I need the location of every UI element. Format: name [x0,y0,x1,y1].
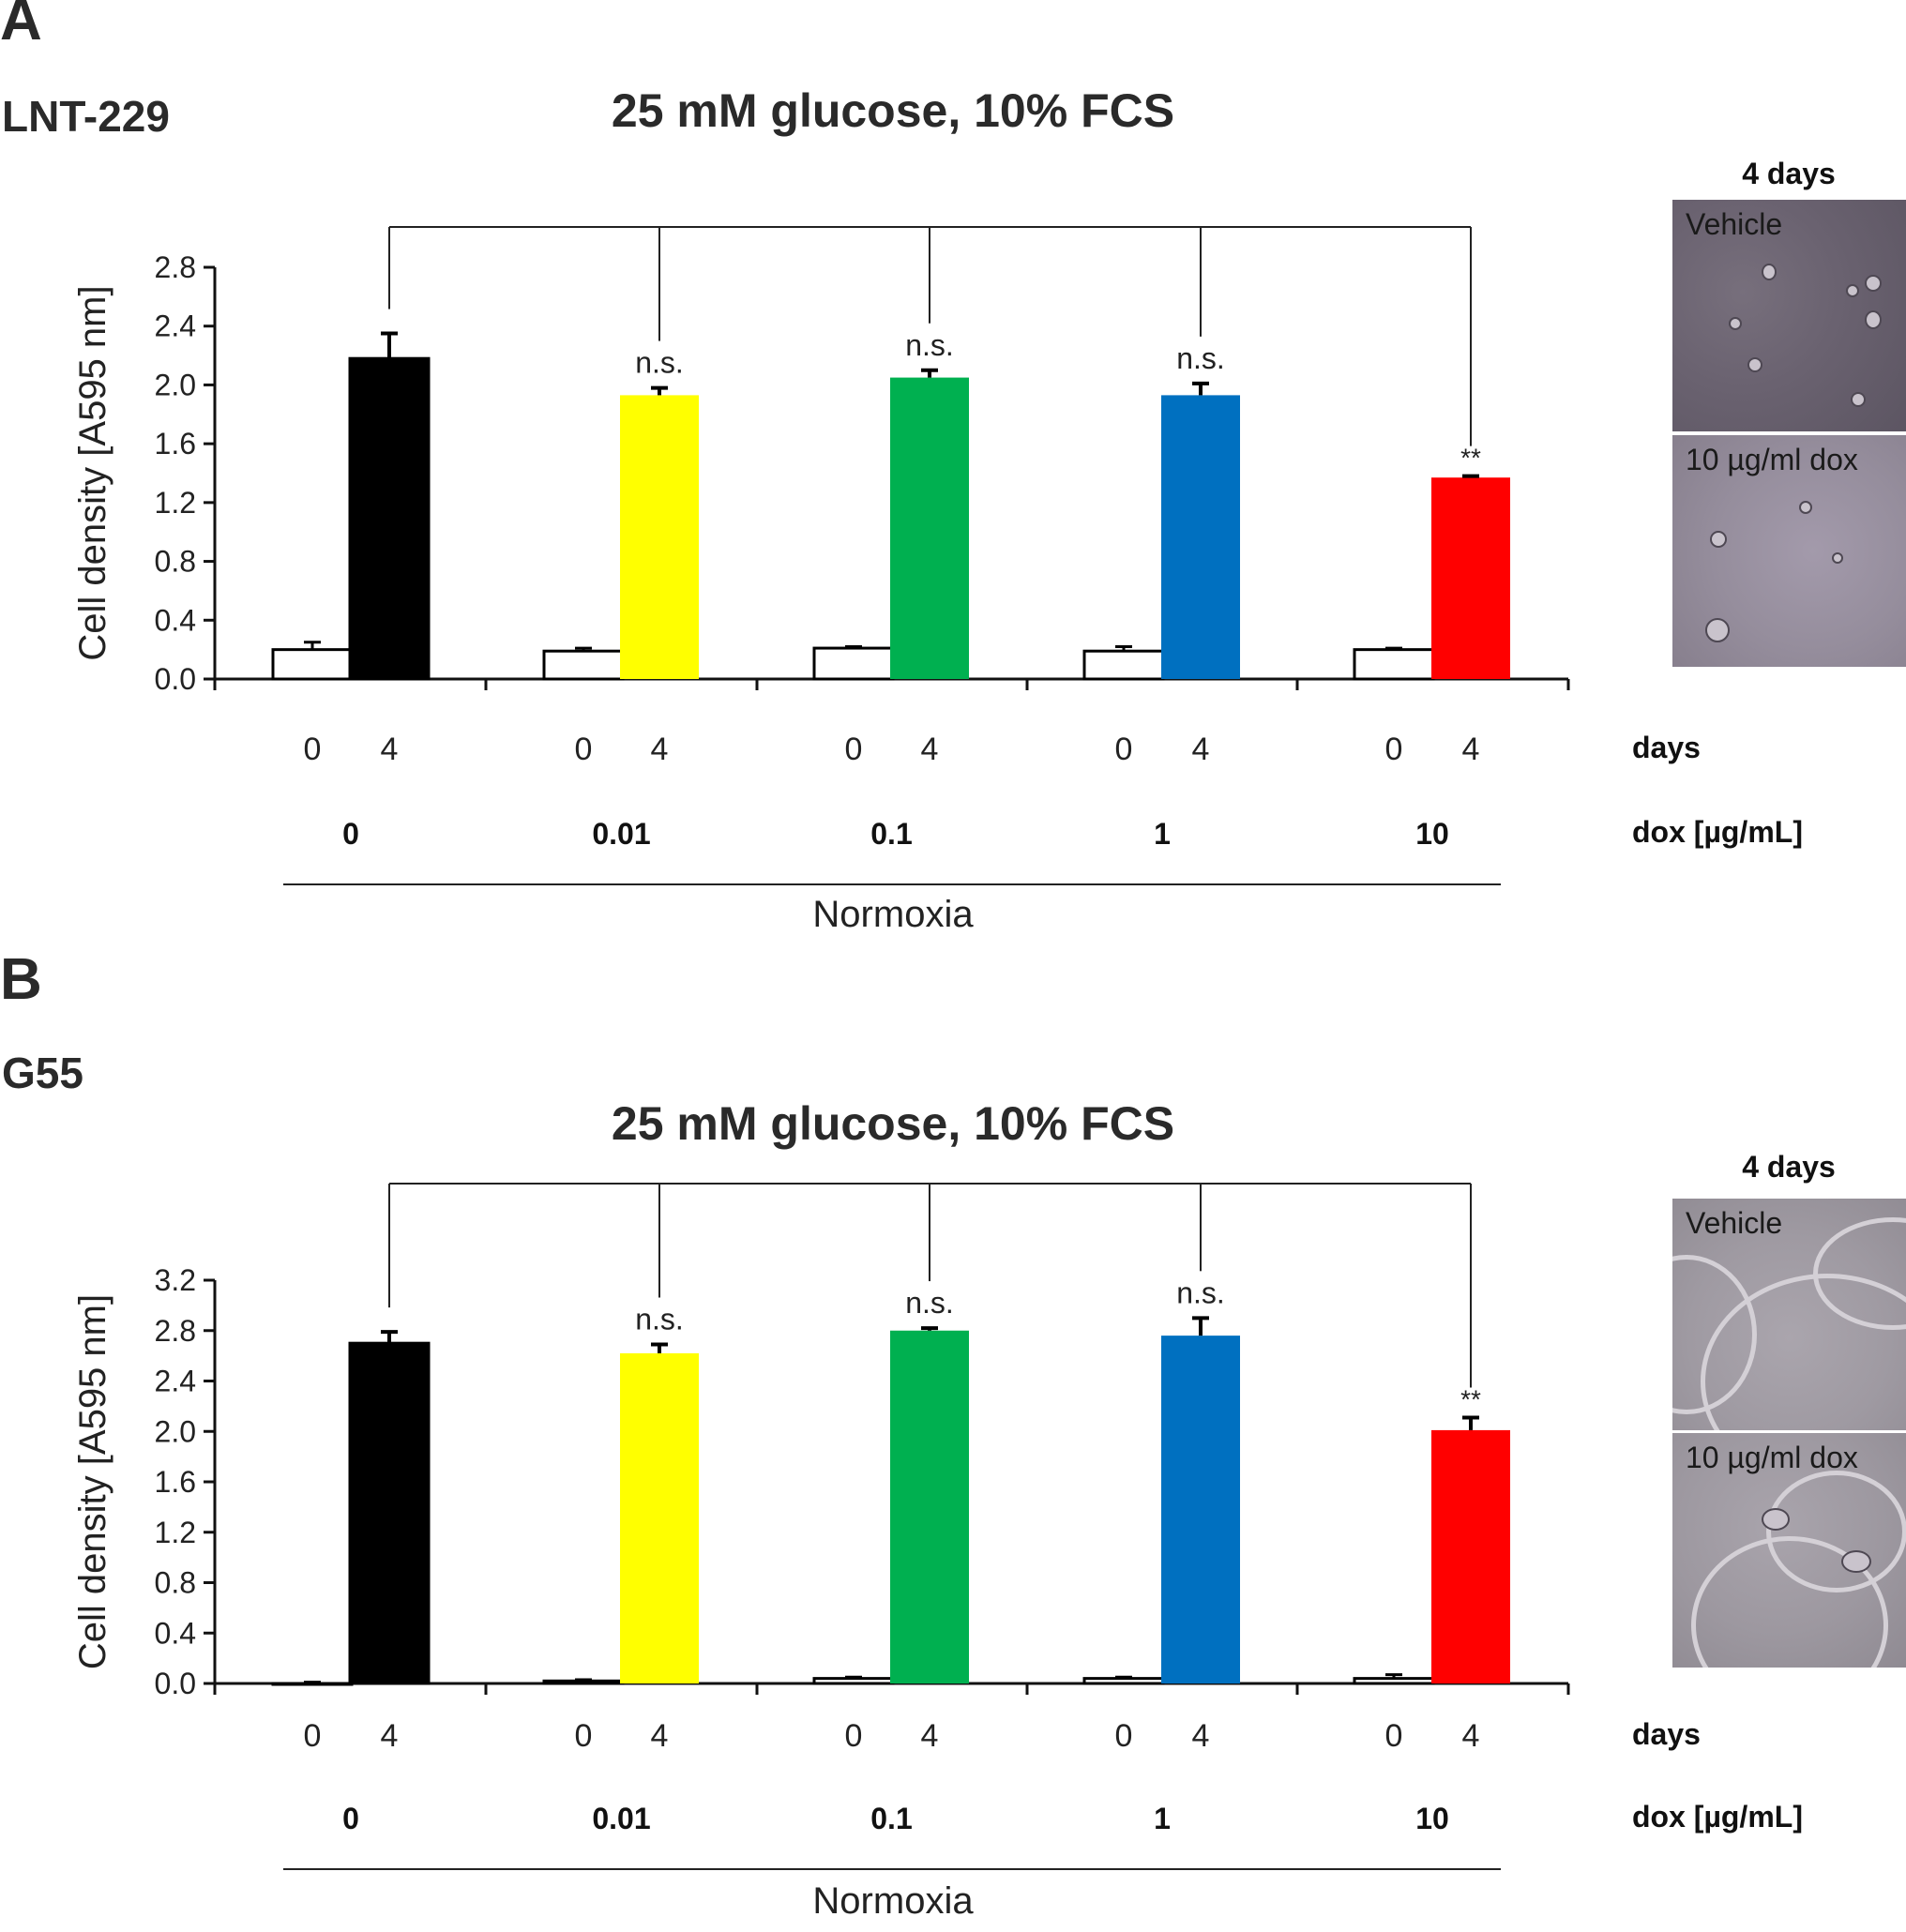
bar-day4 [348,356,431,681]
bar-day4 [1161,1336,1240,1683]
group-label: Normoxia [812,1880,974,1922]
y-tick-label: 0.0 [155,662,196,696]
day-label: 0 [845,1718,863,1754]
day-label: 0 [304,1718,322,1754]
day-label: 4 [1462,1718,1480,1754]
y-tick-label: 2.8 [155,250,196,284]
bar-day4 [890,377,969,679]
bar-day4 [1161,395,1240,679]
row-label-days: days [1632,1717,1701,1751]
dose-label: 0 [342,817,359,851]
y-axis-label: Cell density [A595 nm] [72,1294,113,1669]
y-tick-label: 3.2 [155,1263,196,1297]
day-label: 0 [1115,1718,1133,1754]
panel-letter: A [0,0,42,53]
day-label: 4 [1192,1718,1210,1754]
day-label: 4 [651,732,669,767]
significance-label: ** [1460,444,1481,473]
y-tick-label: 1.6 [155,1465,196,1499]
bar-day4 [1431,1429,1510,1683]
micrograph-label: 10 µg/ml dox [1686,443,1858,476]
dose-label: 0.01 [592,1802,650,1835]
day-label: 0 [1385,1718,1403,1754]
day-label: 0 [304,732,322,767]
y-tick-label: 1.2 [155,1516,196,1549]
y-tick-label: 0.8 [155,545,196,579]
bar-day4 [348,1341,431,1685]
bar-day0 [1353,648,1435,681]
micrograph-lnt229-dox: 10 µg/ml dox [1672,435,1906,667]
micrograph-g55-vehicle: Vehicle [1672,1199,1906,1430]
significance-label: n.s. [635,346,684,380]
y-tick-label: 2.0 [155,1414,196,1448]
day-label: 4 [381,1718,399,1754]
group-label: Normoxia [812,894,974,935]
cell-line-label: LNT-229 [2,92,170,141]
bar-day0 [812,1677,895,1685]
bar-day4 [620,1352,699,1683]
bar-day0 [542,649,625,681]
dose-label: 1 [1154,1802,1171,1835]
significance-label: n.s. [1176,1275,1225,1309]
y-tick-label: 1.2 [155,486,196,520]
significance-label: n.s. [635,1303,684,1336]
significance-label: ** [1460,1384,1481,1413]
micrograph-title: 4 days [1742,1150,1836,1184]
dose-label: 1 [1154,817,1171,851]
y-axis-label: Cell density [A595 nm] [72,285,113,660]
significance-label: n.s. [905,328,954,362]
bar-day0 [1353,1677,1435,1685]
day-label: 0 [845,732,863,767]
significance-label: n.s. [905,1286,954,1320]
day-label: 0 [575,1718,593,1754]
bar-day4 [1431,477,1510,679]
y-tick-label: 1.6 [155,427,196,460]
bar-day0 [1082,649,1165,681]
row-label-dose: dox [µg/mL] [1632,815,1803,849]
bar-day0 [271,648,354,681]
day-label: 4 [921,1718,939,1754]
day-label: 4 [1462,732,1480,767]
y-tick-label: 0.4 [155,603,196,637]
condition-title: 25 mM glucose, 10% FCS [612,1097,1174,1150]
dose-label: 10 [1415,1802,1449,1835]
y-tick-label: 0.4 [155,1616,196,1650]
y-tick-label: 2.4 [155,309,196,343]
day-label: 0 [1115,732,1133,767]
y-tick-label: 0.0 [155,1667,196,1700]
y-tick-label: 0.8 [155,1566,196,1600]
micrograph-lnt229-vehicle: Vehicle [1672,200,1906,431]
y-tick-label: 2.8 [155,1314,196,1348]
day-label: 4 [651,1718,669,1754]
dose-label: 0.01 [592,817,650,851]
micrograph-title: 4 days [1742,157,1836,190]
dose-label: 10 [1415,817,1449,851]
micrograph-label: 10 µg/ml dox [1686,1441,1858,1474]
y-tick-label: 2.0 [155,368,196,401]
bar-day0 [542,1679,625,1685]
micrograph-g55-dox: 10 µg/ml dox [1672,1433,1906,1668]
row-label-days: days [1632,731,1701,764]
panel-letter: B [0,947,42,1012]
bar-day4 [620,395,699,679]
significance-label: n.s. [1176,341,1225,375]
bar-day0 [1082,1677,1165,1685]
day-label: 4 [921,732,939,767]
y-tick-label: 2.4 [155,1365,196,1398]
dose-label: 0.1 [870,1802,912,1835]
dose-label: 0 [342,1802,359,1835]
dose-label: 0.1 [870,817,912,851]
row-label-dose: dox [µg/mL] [1632,1800,1803,1834]
day-label: 0 [1385,732,1403,767]
micrograph-label: Vehicle [1686,207,1783,241]
cell-line-label: G55 [2,1049,83,1097]
bar-day0 [812,646,895,681]
condition-title: 25 mM glucose, 10% FCS [612,84,1174,137]
bar-day4 [890,1330,969,1683]
day-label: 4 [381,732,399,767]
day-label: 0 [575,732,593,767]
micrograph-label: Vehicle [1686,1206,1783,1240]
day-label: 4 [1192,732,1210,767]
